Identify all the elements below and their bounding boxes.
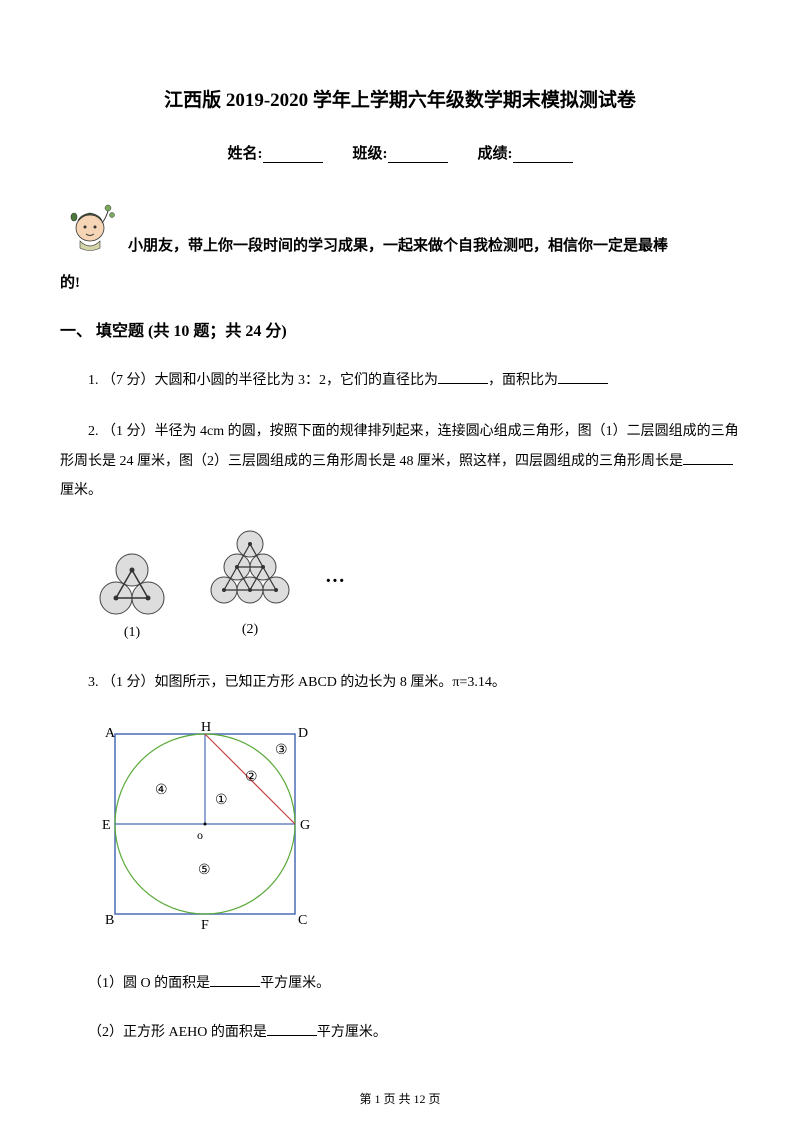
svg-text:①: ① (215, 793, 228, 808)
svg-text:②: ② (245, 770, 258, 785)
score-label: 成绩: (478, 142, 513, 163)
svg-text:o: o (197, 828, 203, 842)
question-3: 3. （1 分）如图所示，已知正方形 ABCD 的边长为 8 厘米。π=3.14… (60, 668, 740, 697)
svg-text:(2): (2) (242, 622, 259, 637)
question-2: 2. （1 分）半径为 4cm 的圆，按照下面的规律排列起来，连接圆心组成三角形… (60, 417, 740, 505)
page-title: 江西版 2019-2020 学年上学期六年级数学期末模拟测试卷 (60, 85, 740, 112)
svg-text:⑤: ⑤ (198, 863, 211, 878)
score-blank[interactable] (513, 147, 573, 163)
q1-blank-1[interactable] (438, 370, 488, 384)
sub1-prefix: （1）圆 O 的面积是 (88, 976, 210, 991)
q2-suffix: 厘米。 (60, 483, 102, 498)
student-info-line: 姓名: 班级: 成绩: (60, 142, 740, 163)
page-footer: 第 1 页 共 12 页 (0, 1090, 800, 1107)
svg-text:A: A (105, 726, 116, 741)
sub1-blank[interactable] (210, 973, 260, 987)
avatar-icon (60, 193, 120, 253)
q1-prefix: 1. （7 分）大圆和小圆的半径比为 3：2，它们的直径比为 (88, 373, 438, 388)
svg-text:F: F (201, 918, 209, 933)
figure-2-icon: (2) (195, 528, 305, 643)
sub-question-2: （2）正方形 AEHO 的面积是 平方厘米。 (60, 1018, 740, 1049)
sub2-suffix: 平方厘米。 (317, 1025, 387, 1040)
svg-text:G: G (300, 818, 310, 833)
sub-question-1: （1）圆 O 的面积是 平方厘米。 (60, 969, 740, 1000)
name-blank[interactable] (263, 147, 323, 163)
geometry-figure: A H D E o G B F C ① ② ③ ④ ⑤ (90, 719, 740, 949)
svg-text:④: ④ (155, 783, 168, 798)
svg-text:C: C (298, 913, 307, 928)
svg-text:B: B (105, 913, 114, 928)
class-blank[interactable] (388, 147, 448, 163)
section-1-header: 一、 填空题 (共 10 题；共 24 分) (60, 317, 740, 341)
class-label: 班级: (353, 142, 388, 163)
svg-text:(1): (1) (124, 625, 141, 640)
q2-text: 2. （1 分）半径为 4cm 的圆，按照下面的规律排列起来，连接圆心组成三角形… (60, 424, 739, 468)
q1-blank-2[interactable] (558, 370, 608, 384)
svg-text:D: D (298, 726, 308, 741)
question-1: 1. （7 分）大圆和小圆的半径比为 3：2，它们的直径比为 ，面积比为 (60, 366, 740, 395)
name-label: 姓名: (228, 142, 263, 163)
figure-1-icon: (1) (90, 548, 175, 643)
sub2-blank[interactable] (267, 1022, 317, 1036)
figure-ellipsis: ··· (325, 570, 345, 643)
sub1-suffix: 平方厘米。 (260, 976, 330, 991)
svg-text:H: H (201, 720, 211, 735)
svg-text:E: E (102, 818, 111, 833)
figure-circles-row: (1) (90, 528, 740, 643)
intro-row: 小朋友，带上你一段时间的学习成果，一起来做个自我检测吧，相信你一定是最棒 (60, 193, 740, 261)
intro-text-2: 的! (60, 271, 740, 292)
q1-mid: ，面积比为 (488, 373, 558, 388)
q2-blank[interactable] (683, 451, 733, 465)
sub2-prefix: （2）正方形 AEHO 的面积是 (88, 1025, 267, 1040)
intro-text-1: 小朋友，带上你一段时间的学习成果，一起来做个自我检测吧，相信你一定是最棒 (128, 193, 668, 261)
svg-text:③: ③ (275, 743, 288, 758)
